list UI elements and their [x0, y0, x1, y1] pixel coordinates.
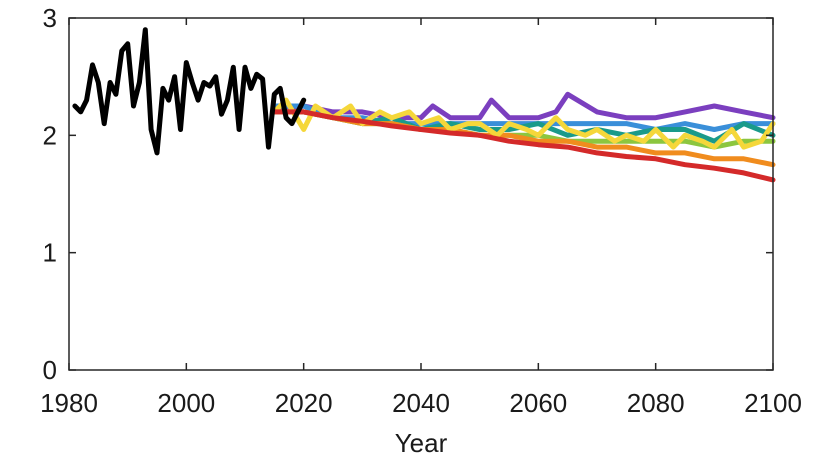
series-line-scenario-purple: [271, 91, 776, 121]
observed-layer: [72, 27, 307, 156]
x-tick-label: 2060: [509, 388, 567, 418]
x-tick-label: 2100: [744, 388, 802, 418]
x-axis: 1980 2000 2020 2040 2060 2080 2100: [40, 18, 802, 418]
x-axis-label: Year: [395, 428, 448, 458]
plot-frame: [68, 17, 774, 371]
x-tick-label: 2080: [627, 388, 685, 418]
y-tick-label: 1: [43, 238, 57, 268]
y-tick-label: 2: [43, 120, 57, 150]
series-line-scenario-yellow: [271, 97, 776, 150]
y-tick-label: 3: [43, 3, 57, 33]
y-axis: 0 1 2 3: [43, 3, 773, 385]
series-line-scenario-red: [271, 109, 776, 183]
x-tick-label: 2040: [392, 388, 450, 418]
x-tick-label: 2020: [275, 388, 333, 418]
y-tick-label: 0: [43, 355, 57, 385]
series-layer: [271, 91, 776, 183]
x-tick-label: 1980: [40, 388, 98, 418]
series-line-observed: [72, 27, 307, 156]
x-tick-label: 2000: [157, 388, 215, 418]
